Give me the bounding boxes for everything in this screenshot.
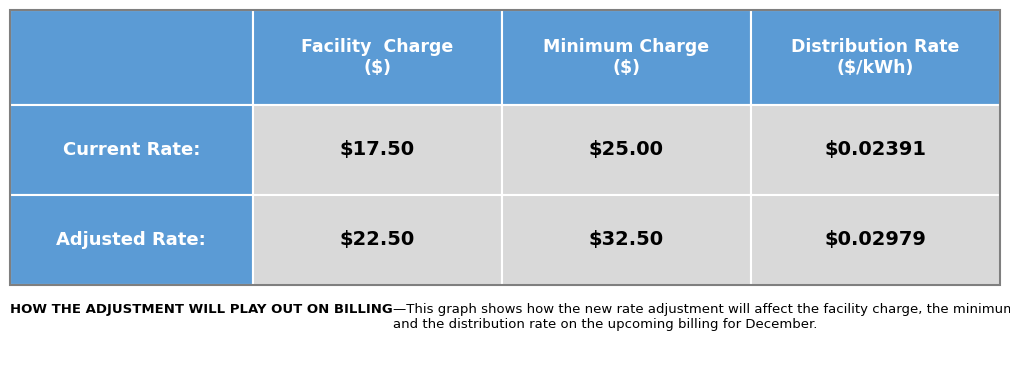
Text: —This graph shows how the new rate adjustment will affect the facility charge, t: —This graph shows how the new rate adjus… xyxy=(393,303,1010,331)
Text: Minimum Charge
($): Minimum Charge ($) xyxy=(543,38,709,77)
Text: $17.50: $17.50 xyxy=(339,141,415,159)
Bar xyxy=(750,10,1000,105)
Bar xyxy=(502,195,750,285)
Text: Adjusted Rate:: Adjusted Rate: xyxy=(57,231,206,249)
Text: $32.50: $32.50 xyxy=(589,231,664,249)
Text: Current Rate:: Current Rate: xyxy=(63,141,200,159)
Bar xyxy=(10,195,252,285)
Bar xyxy=(750,105,1000,195)
Bar xyxy=(10,10,1000,285)
Bar xyxy=(252,105,502,195)
Bar xyxy=(502,10,750,105)
Text: HOW THE ADJUSTMENT WILL PLAY OUT ON BILLING: HOW THE ADJUSTMENT WILL PLAY OUT ON BILL… xyxy=(10,303,393,316)
Text: $25.00: $25.00 xyxy=(589,141,664,159)
Bar xyxy=(10,10,252,105)
Bar xyxy=(502,105,750,195)
Bar xyxy=(252,10,502,105)
Text: Distribution Rate
($/kWh): Distribution Rate ($/kWh) xyxy=(791,38,960,77)
Text: $0.02979: $0.02979 xyxy=(824,231,926,249)
Text: Facility  Charge
($): Facility Charge ($) xyxy=(301,38,453,77)
Bar xyxy=(252,195,502,285)
Text: $0.02391: $0.02391 xyxy=(824,141,926,159)
Bar xyxy=(750,195,1000,285)
Bar xyxy=(10,105,252,195)
Text: $22.50: $22.50 xyxy=(339,231,415,249)
